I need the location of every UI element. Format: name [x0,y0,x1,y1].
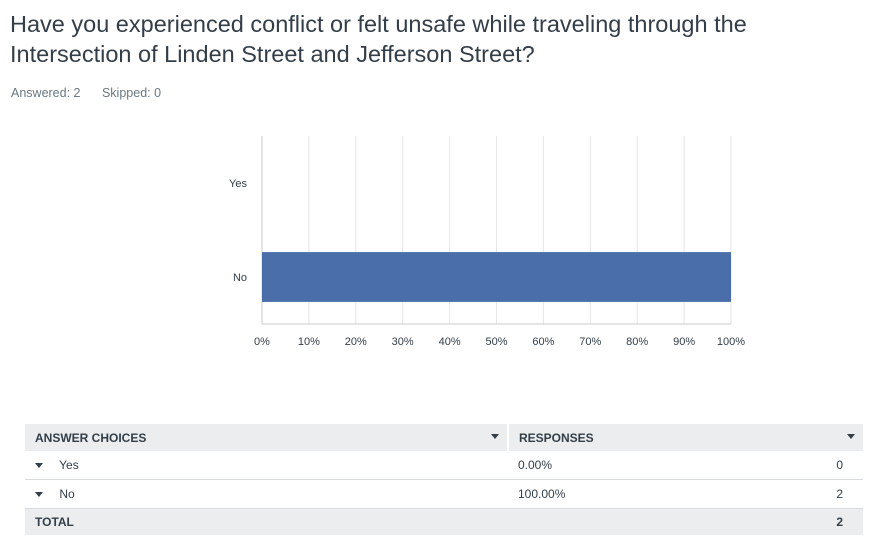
response-percent: 100.00% [508,479,728,509]
bar [262,252,731,302]
answered-count: Answered: 2 [11,86,81,100]
answer-choices-header[interactable]: ANSWER CHOICES [25,424,509,451]
question-title: Have you experienced conflict or felt un… [10,11,747,67]
total-spacer [508,508,728,535]
x-tick-label: 80% [626,336,648,348]
total-count: 2 [728,508,863,535]
table-row: No 100.00% 2 [25,479,863,509]
answer-choice-cell: No [25,479,508,509]
x-tick-label: 0% [254,336,270,348]
responses-header[interactable]: RESPONSES [508,424,863,451]
response-stats: Answered: 2 Skipped: 0 [11,86,179,100]
x-tick-label: 50% [485,336,507,348]
sort-caret-icon[interactable] [491,434,499,439]
x-tick-label: 30% [392,336,414,348]
response-table: ANSWER CHOICES RESPONSES Yes 0.00% 0 No … [25,424,863,535]
table-row: Yes 0.00% 0 [25,451,863,480]
x-tick-label: 70% [579,336,601,348]
x-tick-label: 40% [439,336,461,348]
response-count: 2 [728,479,863,509]
x-tick-label: 100% [717,336,745,348]
bar-chart: 0% 10% 20% 30% 40% 50% 60% 70% 80% 90% 100% Yes No [229,136,745,348]
category-label: Yes [229,178,247,190]
sort-caret-icon[interactable] [847,434,855,439]
category-label: No [233,272,247,284]
answer-choice-label: Yes [59,458,79,472]
x-tick-label: 90% [673,336,695,348]
response-count: 0 [728,451,863,480]
x-tick-label: 60% [532,336,554,348]
answer-choice-cell: Yes [25,451,508,480]
expand-caret-icon[interactable] [35,462,43,468]
skipped-count: Skipped: 0 [101,86,162,100]
x-tick-label: 10% [298,336,320,348]
answer-choice-label: No [59,487,75,501]
total-label: TOTAL [25,508,508,535]
responses-header-label: RESPONSES [519,430,594,445]
expand-caret-icon[interactable] [35,491,43,497]
total-row: TOTAL 2 [25,508,863,535]
response-percent: 0.00% [508,451,728,480]
x-tick-label: 20% [345,336,367,348]
answer-choices-header-label: ANSWER CHOICES [35,430,147,445]
